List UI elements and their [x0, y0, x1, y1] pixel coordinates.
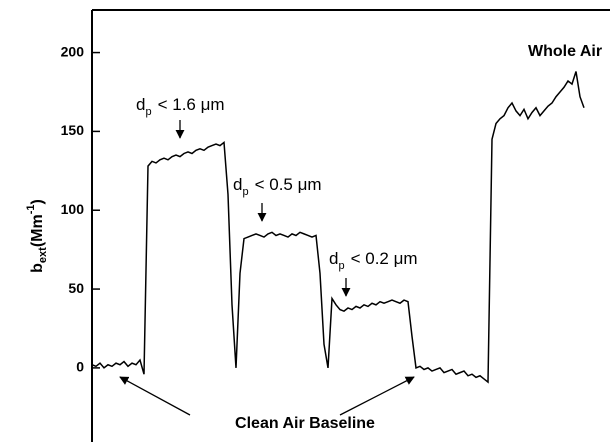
annotation: dp < 0.5 μm — [233, 175, 322, 197]
annotation-part: < 1.6 μm — [158, 95, 225, 114]
annotation-part: d — [136, 95, 145, 114]
y-label-part: -1 — [25, 204, 37, 214]
annotation-part: < 0.5 μm — [255, 175, 322, 194]
annotation-part: d — [233, 175, 242, 194]
y-tick-label: 100 — [61, 201, 85, 217]
annotation-sub: p — [145, 106, 151, 118]
annotation: Whole Air — [528, 43, 602, 60]
annotation-sub: p — [242, 186, 248, 198]
annotation: dp < 0.2 μm — [329, 249, 418, 271]
y-label-part: ext — [37, 247, 49, 263]
annotation-part: Whole Air — [528, 43, 602, 60]
y-tick-label: 50 — [68, 280, 84, 296]
arrow — [339, 376, 415, 416]
y-tick-label: 150 — [61, 122, 85, 138]
annotation-part: Clean Air Baseline — [235, 415, 375, 432]
y-axis-label: bext(Mm-1) — [25, 199, 49, 273]
annotation-part: d — [329, 249, 338, 268]
y-tick-label: 200 — [61, 43, 85, 59]
y-label-part: ) — [29, 199, 46, 204]
y-tick-label: 0 — [76, 359, 84, 375]
arrow — [119, 376, 191, 416]
annotation: dp < 1.6 μm — [136, 95, 225, 117]
series-line — [91, 71, 585, 384]
annotation-part: < 0.2 μm — [351, 249, 418, 268]
annotation-sub: p — [338, 260, 344, 272]
y-label-part: (Mm — [29, 214, 46, 247]
y-label-part: b — [29, 263, 46, 273]
annotation: Clean Air Baseline — [235, 415, 375, 432]
